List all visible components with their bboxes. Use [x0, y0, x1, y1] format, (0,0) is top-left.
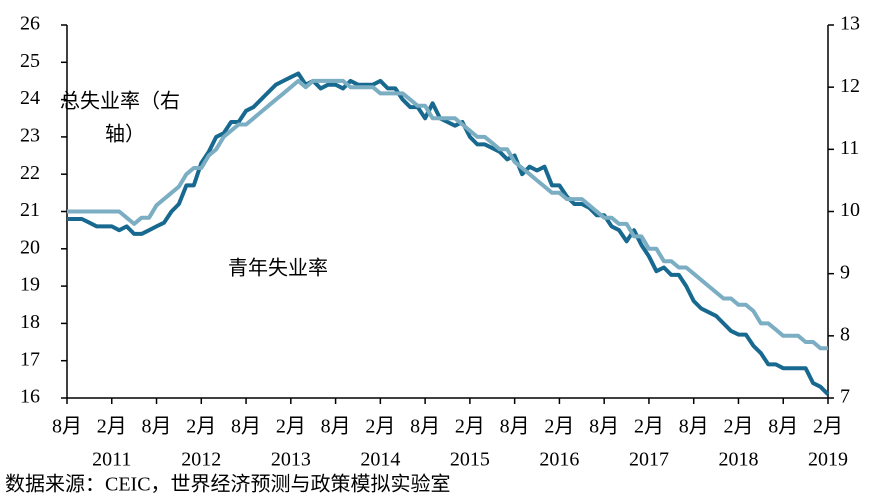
x-tick-label: 8月	[231, 416, 261, 438]
x-tick-label: 8月	[500, 416, 530, 438]
y-tick-label: 16	[20, 386, 40, 408]
x-tick-label: 2月	[365, 416, 395, 438]
y-tick-label: 21	[20, 199, 40, 221]
year-label: 2019	[808, 449, 848, 471]
y2-tick-label: 13	[840, 13, 860, 35]
series-line	[67, 71, 830, 396]
y2-tick-label: 7	[840, 386, 850, 408]
y-tick-label: 25	[20, 50, 40, 72]
year-label: 2018	[718, 449, 758, 471]
x-tick-label: 8月	[589, 416, 619, 438]
x-tick-label: 8月	[768, 416, 798, 438]
x-tick-label: 8月	[679, 416, 709, 438]
y-tick-label: 23	[20, 124, 40, 146]
y2-tick-label: 12	[840, 75, 860, 97]
x-tick-label: 2月	[723, 416, 753, 438]
y-tick-label: 26	[20, 13, 40, 35]
annotation: 青年失业率	[228, 257, 328, 280]
x-tick-label: 8月	[142, 416, 172, 438]
year-label: 2015	[450, 449, 490, 471]
x-tick-label: 8月	[52, 416, 82, 438]
year-label: 2012	[181, 449, 221, 471]
x-tick-label: 2月	[276, 416, 306, 438]
series-line	[67, 78, 828, 351]
annotation: 总失业率（右	[60, 90, 180, 113]
x-tick-label: 8月	[321, 416, 351, 438]
y-tick-label: 20	[20, 236, 40, 258]
x-tick-label: 2月	[97, 416, 127, 438]
y-tick-label: 24	[20, 87, 40, 109]
year-label: 2013	[271, 449, 311, 471]
year-label: 2014	[360, 449, 400, 471]
y2-tick-label: 9	[840, 261, 850, 283]
y-tick-label: 19	[20, 274, 40, 296]
x-tick-label: 2月	[813, 416, 843, 438]
year-label: 2011	[92, 449, 131, 471]
x-tick-label: 8月	[410, 416, 440, 438]
x-tick-label: 2月	[186, 416, 216, 438]
x-tick-label: 2月	[634, 416, 664, 438]
y-tick-label: 17	[20, 348, 40, 370]
y2-tick-label: 8	[840, 323, 850, 345]
y2-tick-label: 10	[840, 199, 860, 221]
year-label: 2017	[629, 449, 669, 471]
annotation: 轴）	[105, 123, 145, 146]
source-note: 数据来源：CEIC，世界经济预测与政策模拟实验室	[5, 473, 451, 496]
y-tick-label: 22	[20, 162, 40, 184]
y2-tick-label: 11	[840, 137, 859, 159]
year-label: 2016	[539, 449, 579, 471]
x-tick-label: 2月	[455, 416, 485, 438]
x-tick-label: 2月	[544, 416, 574, 438]
y-tick-label: 18	[20, 311, 40, 333]
